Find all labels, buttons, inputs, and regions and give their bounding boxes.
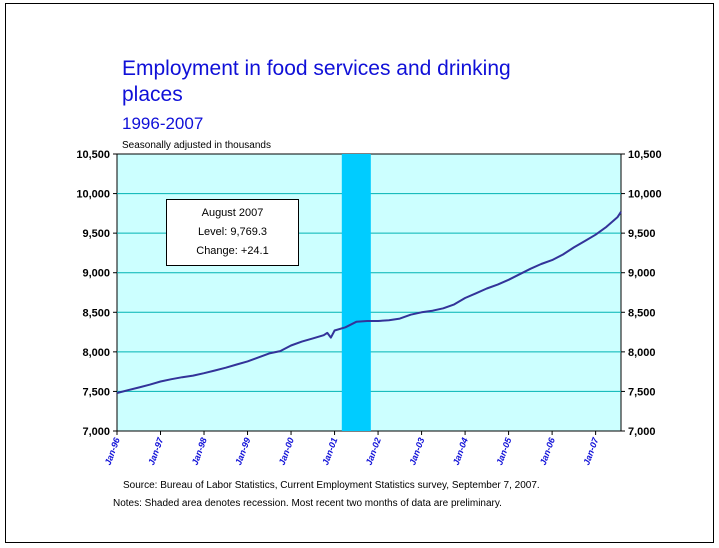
y-tick-label-left: 10,000 — [76, 189, 110, 201]
x-axis: Jan-96 Jan-97 Jan-98 Jan-99 Jan-00 Jan-01 Jan-… — [103, 431, 601, 466]
y-tick-label-right: 7,000 — [628, 426, 656, 438]
y-axis-right: 7,000 7,500 8,000 8,500 9,000 9,500 10,000 10,5… — [621, 149, 662, 438]
x-tick-label: Jan-01 — [320, 436, 339, 466]
y-tick-label-right: 9,000 — [628, 268, 656, 280]
x-tick-label: Jan-96 — [103, 435, 122, 466]
units-note: Seasonally adjusted in thousands — [122, 140, 271, 151]
y-tick-label-left: 9,000 — [82, 268, 110, 280]
x-tick-label: Jan-03 — [407, 436, 426, 466]
x-tick-label: Jan-00 — [277, 436, 296, 466]
recession-shading — [341, 154, 371, 431]
y-tick-label-left: 7,000 — [82, 426, 110, 438]
y-tick-label-right: 10,000 — [628, 189, 662, 201]
y-tick-label-right: 7,500 — [628, 386, 656, 398]
x-tick-label: Jan-04 — [451, 436, 470, 466]
latest-value-box: August 2007 Level: 9,769.3 Change: +24.1 — [166, 199, 299, 266]
y-tick-label-left: 10,500 — [76, 149, 110, 161]
chart-subtitle: 1996-2007 — [122, 114, 204, 133]
y-tick-label-left: 7,500 — [82, 386, 110, 398]
infobox-level: Level: 9,769.3 — [197, 226, 268, 238]
chart-title: Employment in food services and drinking… — [122, 57, 511, 106]
series-line — [116, 211, 622, 394]
y-tick-label-left: 8,000 — [82, 347, 110, 359]
x-tick-label: Jan-02 — [364, 436, 383, 466]
y-tick-label-right: 8,000 — [628, 347, 656, 359]
y-axis-left: 7,000 7,500 8,000 8,500 9,000 9,500 10,000 10,5… — [76, 149, 117, 438]
y-tick-label-right: 9,500 — [628, 228, 656, 240]
infobox-heading: August 2007 — [201, 207, 264, 219]
y-tick-label-left: 9,500 — [82, 228, 110, 240]
x-tick-label: Jan-97 — [146, 435, 165, 466]
y-tick-label-right: 10,500 — [628, 149, 662, 161]
footnote: Notes: Shaded area denotes recession. Mo… — [113, 498, 502, 509]
y-tick-label-left: 8,500 — [82, 307, 110, 319]
y-tick-label-right: 8,500 — [628, 307, 656, 319]
x-tick-label: Jan-05 — [494, 435, 513, 466]
x-tick-label: Jan-06 — [538, 435, 557, 466]
x-tick-label: Jan-98 — [190, 436, 209, 466]
infobox-change: Change: +24.1 — [196, 245, 269, 257]
source-note: Source: Bureau of Labor Statistics, Curr… — [123, 480, 540, 491]
employment-line — [116, 211, 622, 394]
x-tick-label: Jan-07 — [581, 435, 600, 466]
recession-band — [341, 154, 371, 431]
x-tick-label: Jan-99 — [233, 436, 252, 466]
